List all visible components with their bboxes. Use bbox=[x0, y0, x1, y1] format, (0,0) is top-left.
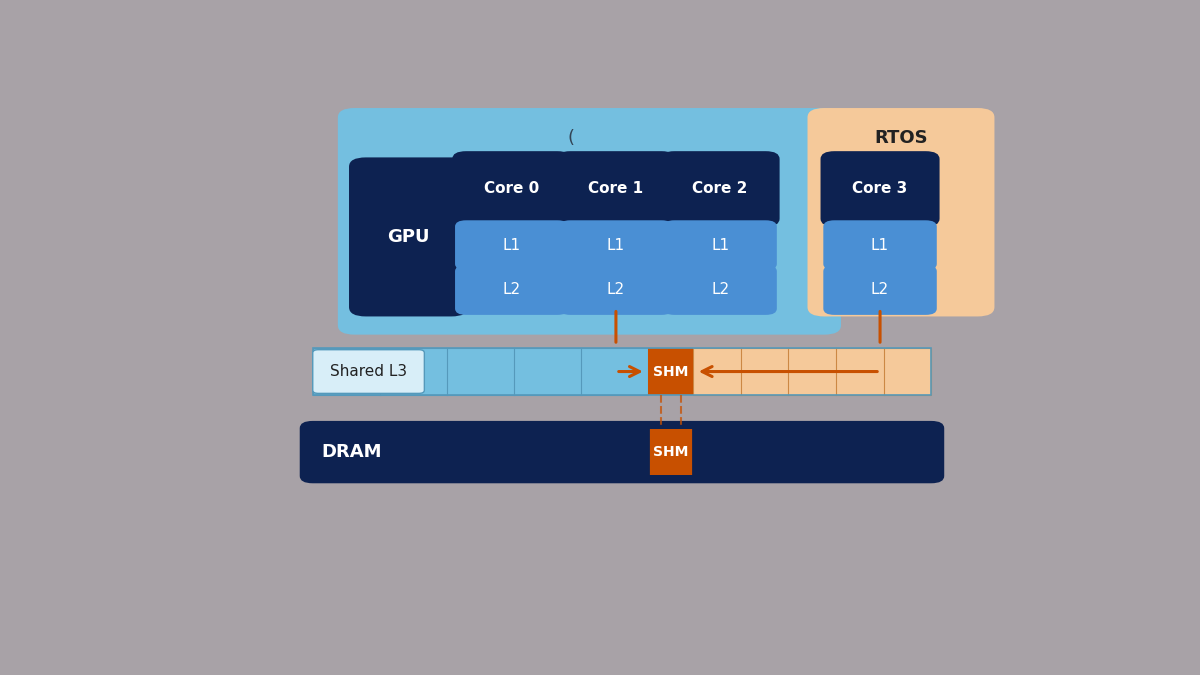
FancyBboxPatch shape bbox=[349, 157, 468, 317]
FancyBboxPatch shape bbox=[823, 265, 937, 315]
Text: L1: L1 bbox=[871, 238, 889, 252]
FancyBboxPatch shape bbox=[455, 265, 569, 315]
Text: (: ( bbox=[568, 129, 575, 147]
Text: L2: L2 bbox=[871, 282, 889, 298]
Text: Core 1: Core 1 bbox=[588, 182, 643, 196]
FancyBboxPatch shape bbox=[664, 265, 776, 315]
FancyBboxPatch shape bbox=[823, 220, 937, 270]
Text: L1: L1 bbox=[607, 238, 625, 252]
Bar bbox=[694, 348, 931, 396]
Text: L1: L1 bbox=[503, 238, 521, 252]
FancyBboxPatch shape bbox=[313, 350, 425, 394]
Text: Shared L3: Shared L3 bbox=[330, 364, 407, 379]
FancyBboxPatch shape bbox=[559, 220, 673, 270]
FancyBboxPatch shape bbox=[660, 151, 780, 227]
FancyBboxPatch shape bbox=[452, 151, 571, 227]
Bar bbox=[648, 348, 694, 396]
Bar bbox=[313, 348, 648, 396]
Text: GPU: GPU bbox=[388, 228, 430, 246]
Text: SHM: SHM bbox=[653, 364, 689, 379]
Text: L1: L1 bbox=[712, 238, 730, 252]
Text: L2: L2 bbox=[607, 282, 625, 298]
FancyBboxPatch shape bbox=[557, 151, 676, 227]
FancyBboxPatch shape bbox=[338, 108, 841, 335]
FancyBboxPatch shape bbox=[455, 220, 569, 270]
FancyBboxPatch shape bbox=[300, 421, 944, 483]
Text: SHM: SHM bbox=[653, 445, 689, 459]
FancyBboxPatch shape bbox=[664, 220, 776, 270]
Text: L2: L2 bbox=[712, 282, 730, 298]
Text: RTOS: RTOS bbox=[874, 129, 928, 147]
Text: Core 2: Core 2 bbox=[692, 182, 748, 196]
Bar bbox=[648, 429, 694, 475]
Text: Core 3: Core 3 bbox=[852, 182, 907, 196]
Text: Core 0: Core 0 bbox=[484, 182, 539, 196]
FancyBboxPatch shape bbox=[821, 151, 940, 227]
Text: DRAM: DRAM bbox=[322, 443, 382, 461]
FancyBboxPatch shape bbox=[559, 265, 673, 315]
Text: L2: L2 bbox=[503, 282, 521, 298]
FancyBboxPatch shape bbox=[808, 108, 995, 317]
Bar bbox=[313, 348, 931, 396]
